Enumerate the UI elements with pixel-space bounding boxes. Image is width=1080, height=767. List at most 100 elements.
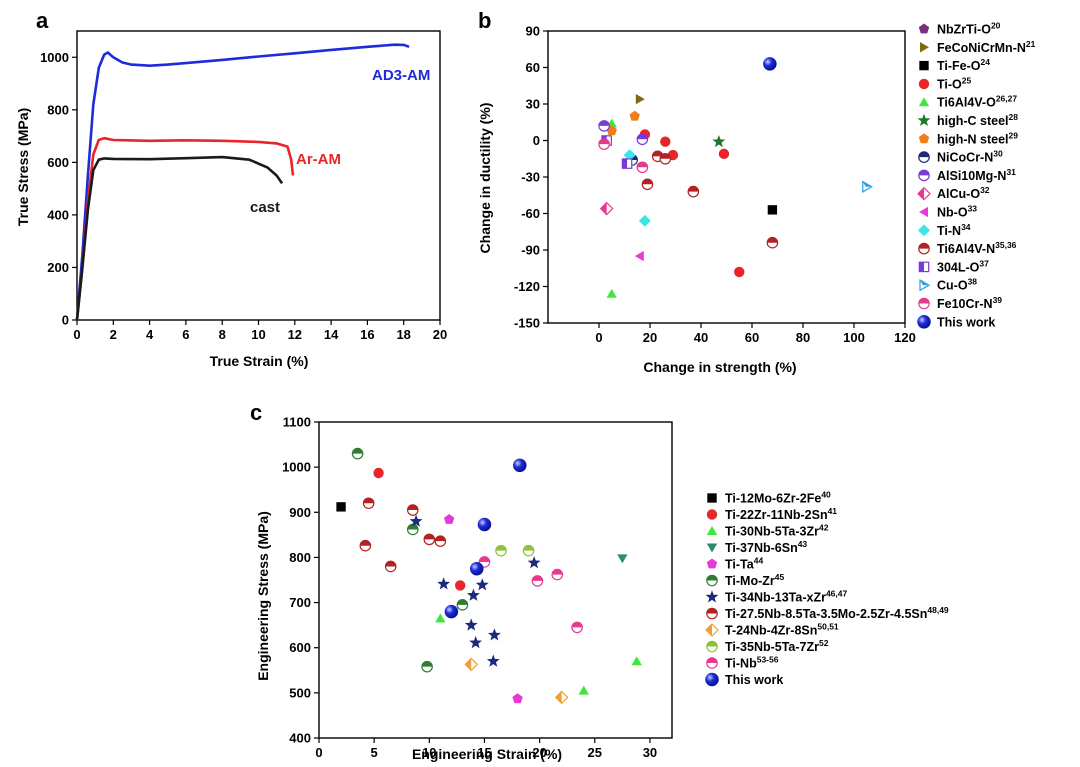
chart-b-legend-label-nbzrti-o: NbZrTi-O20 [937,21,1001,37]
chart-b-legend-label-high-n-steel: high-N steel29 [937,130,1018,146]
chart-b-legend-label-feconicrmn-n: FeCoNiCrMn-N21 [937,39,1036,55]
chart-b-point-ti6al4v-n [659,152,672,165]
chart-c-xtick-label: 20 [532,745,546,760]
chart-c-point-t-24nb-4zr-8sn [554,690,569,705]
chart-b-point-ti6al4v-o [606,288,617,298]
chart-b-point-this-work [763,57,777,71]
chart-c-point-ti-35nb-5ta-7zr [495,544,507,557]
chart-c-legend-marker-ti-30nb-5ta-3zr [706,526,718,535]
chart-c-point-ti-30nb-5ta-3zr [435,613,446,623]
chart-c-ytick-label: 1000 [282,460,311,475]
chart-c-ylabel: Engineering Stress (MPa) [255,511,271,681]
chart-b-legend-marker-high-n-steel [918,133,930,144]
chart-b-ytick-label: 60 [526,60,540,75]
chart-c-legend-label-ti-mo-zr: Ti-Mo-Zr45 [725,572,784,588]
chart-c: 0 5 10 15 20 25 30 400 500 600 700 800 900 1000 1100 [282,415,673,760]
chart-b-legend-label-ti6al4v-n: Ti6Al4V-N35,36 [937,240,1017,256]
chart-c-point-ti-34nb-13ta-xzr [486,654,500,667]
chart-b: 0 20 40 60 80 100 120 -150 -120 -90 -60 -30 0 30 60 90 [514,24,916,346]
chart-c-point-ti-34nb-13ta-xzr [469,635,483,649]
chart-c-ytick-label: 1100 [283,415,311,430]
chart-c-point-ti-30nb-5ta-3zr [578,685,589,695]
chart-b-ytick-label: -60 [521,206,540,221]
chart-b-legend-marker-nicocr-n [918,151,930,163]
chart-c-point-ti-34nb-13ta-xzr [467,588,480,601]
chart-a: 0 2 4 6 8 10 12 14 16 18 2002004006008001000AD3-AM… [40,30,447,342]
chart-c-legend-label-ti-37nb-6sn: Ti-37Nb-6Sn43 [725,539,807,555]
chart-b-legend-marker-fe10cr-n [918,297,930,310]
chart-c-xtick-label: 15 [477,745,491,760]
chart-b-legend-marker-alsi10mg-n [918,169,930,182]
chart-a-series-label-ar-am: Ar-AM [296,151,341,168]
chart-c-point-ti-27-5nb-8-5ta-3-5mo-2-5zr-4-5sn [362,497,375,510]
chart-c-ytick-label: 500 [289,685,311,700]
chart-b-legend-label-ti-n: Ti-N34 [937,222,971,238]
chart-b-point-ti-n [638,214,651,227]
chart-b-xtick-label: 80 [796,330,810,345]
chart-a-xlabel: True Strain (%) [210,353,309,369]
chart-c-point-ti-12mo-6zr-2fe [336,502,346,512]
chart-c-point-ti-35nb-5ta-7zr [522,544,535,557]
chart-a-series-label-cast: cast [250,199,280,216]
chart-b-legend-label-nb-o: Nb-O33 [937,204,977,220]
chart-c-xtick-label: 30 [643,745,657,760]
chart-c-xtick-label: 25 [588,745,602,760]
chart-c-legend-label-this-work: This work [725,673,783,687]
chart-c-point-ti-nb [531,575,544,587]
chart-c-legend-marker-this-work [705,672,719,687]
chart-c-point-ti-34nb-13ta-xzr [464,618,478,631]
chart-c-legend-marker-ti-37nb-6sn [706,543,718,553]
chart-a-ytick-label: 400 [47,207,69,222]
chart-c-legend-label-ti-30nb-5ta-3zr: Ti-30Nb-5Ta-3Zr42 [725,523,829,539]
chart-b-legend-marker-ti-o [918,78,930,90]
chart-a-xtick-label: 14 [324,327,339,342]
chart-b-point-ti6al4v-n [687,185,700,198]
chart-b-ytick-label: 30 [526,97,540,112]
chart-c-legend-label-ti-34nb-13ta-xzr: Ti-34Nb-13Ta-xZr46,47 [725,589,847,605]
chart-b-legend-marker-cu-o [919,278,931,292]
chart-b-xtick-label: 120 [894,330,916,345]
chart-c-point-ti-34nb-13ta-xzr [437,577,451,590]
chart-b-point-ti-o [660,136,671,147]
chart-b-xtick-label: 0 [595,330,602,345]
chart-c-point-ti-34nb-13ta-xzr [409,514,423,527]
panel-label-b: b [478,8,491,33]
chart-c-point-ti-ta [512,693,523,704]
chart-a-series-line-cast [75,155,284,321]
chart-b-point-fe10cr-n [636,161,649,174]
chart-b-legend-marker-nb-o [919,206,928,218]
chart-c-point-ti-22zr-11nb-2sn [455,580,466,591]
chart-c-legend-marker-t-24nb-4zr-8sn [705,623,719,637]
chart-c-point-ti-27-5nb-8-5ta-3-5mo-2-5zr-4-5sn [434,535,447,547]
chart-b-point-fe10cr-n [598,138,610,150]
chart-b-xtick-label: 60 [745,330,759,345]
chart-b-legend-label-ti-o: Ti-O25 [937,75,972,91]
chart-c-ytick-label: 900 [289,505,311,520]
chart-b-legend-label-cu-o: Cu-O38 [937,277,977,293]
chart-b-legend: NbZrTi-O20 FeCoNiCrMn-N21 Ti-Fe-O24 Ti-O25 T… [917,21,1036,329]
chart-c-legend-marker-ti-mo-zr [706,574,718,587]
chart-c-legend-label-t-24nb-4zr-8sn: T-24Nb-4Zr-8Sn50,51 [725,622,839,638]
chart-b-point-ti-o [718,148,730,160]
chart-a-xtick-label: 4 [146,327,154,342]
chart-c-legend-label-ti-ta: Ti-Ta44 [725,556,763,572]
chart-a-xtick-label: 20 [433,327,447,342]
chart-b-point-ti-o [734,266,745,278]
chart-a-ytick-label: 600 [47,155,69,170]
chart-b-ylabel: Change in ductility (%) [477,103,493,254]
chart-a-ytick-label: 1000 [40,50,69,65]
chart-b-legend-marker-ti-n [918,224,930,237]
chart-b-ytick-label: -150 [514,316,540,331]
panel-label-c: c [250,400,262,425]
chart-b-legend-label-alsi10mg-n: AlSi10Mg-N31 [937,167,1016,183]
chart-b-legend-label-this-work: This work [937,315,995,329]
chart-c-ytick-label: 600 [289,640,311,655]
chart-c-legend-marker-ti-ta [706,558,718,569]
chart-b-legend-marker-this-work [917,315,931,329]
chart-b-frame [547,30,906,324]
chart-a-xtick-label: 8 [219,327,226,342]
chart-c-point-ti-mo-zr [351,447,364,460]
chart-a-series-line-ad3-am [75,43,410,321]
chart-a-series-label-ad3-am: AD3-AM [372,67,430,84]
